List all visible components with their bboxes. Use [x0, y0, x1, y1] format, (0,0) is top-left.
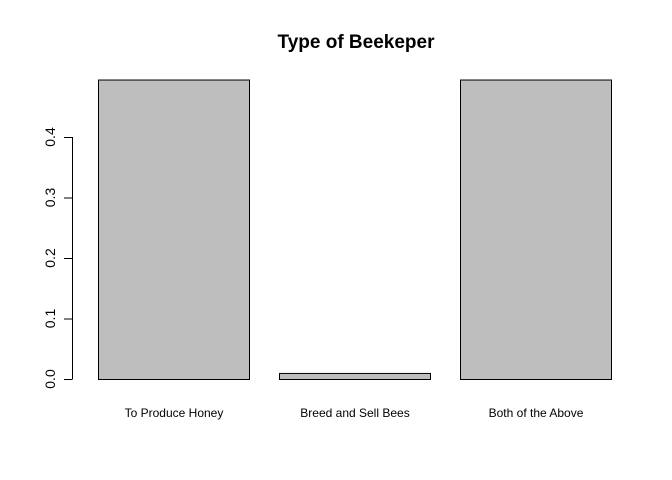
y-axis: 0.0 0.1 0.2 0.3 0.4 — [42, 127, 73, 389]
y-tick-label: 0.0 — [42, 369, 58, 389]
y-tick-label: 0.3 — [42, 188, 58, 208]
bar-3 — [460, 79, 612, 381]
bar-2 — [279, 372, 431, 381]
x-category-label: Breed and Sell Bees — [300, 406, 409, 420]
y-tick-label: 0.2 — [42, 248, 58, 268]
bar-1 — [98, 79, 250, 381]
bars-group — [98, 79, 612, 381]
y-tick-label: 0.1 — [42, 309, 58, 329]
x-category-label: To Produce Honey — [125, 406, 224, 420]
x-category-label: Both of the Above — [489, 406, 584, 420]
x-axis-labels: To Produce Honey Breed and Sell Bees Both … — [125, 406, 584, 420]
y-tick-label: 0.4 — [42, 127, 58, 147]
chart-title: Type of Beekeper — [278, 32, 436, 53]
